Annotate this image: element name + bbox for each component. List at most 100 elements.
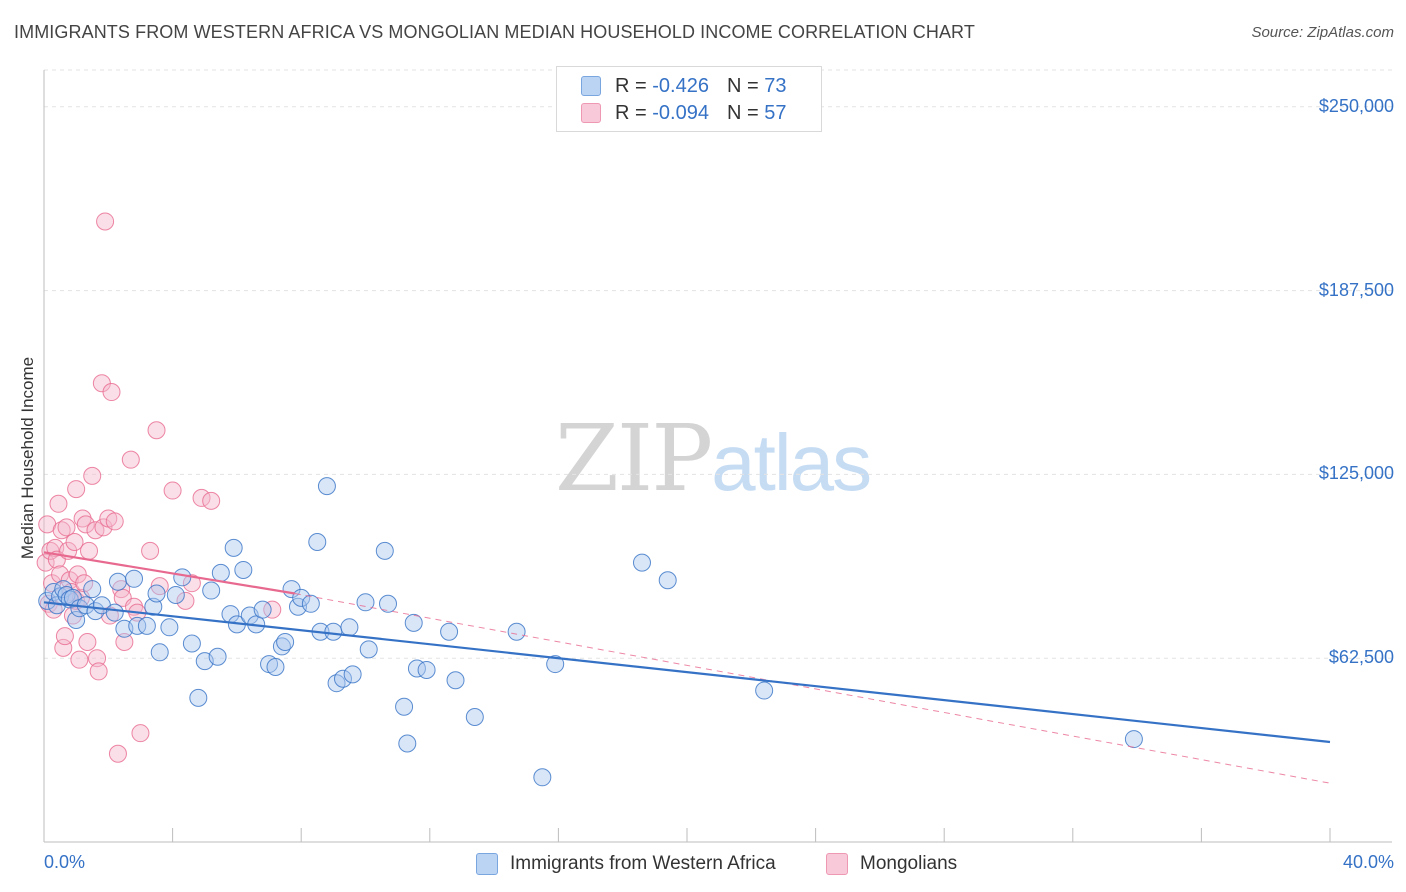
data-point-mongolians <box>121 450 140 469</box>
data-point-western-africa <box>108 572 127 591</box>
data-point-western-africa <box>359 640 378 659</box>
y-tick-label: $250,000 <box>1318 95 1394 116</box>
data-point-mongolians <box>202 491 221 510</box>
data-point-western-africa <box>137 616 156 635</box>
y-tick-label: $62,500 <box>1328 647 1394 668</box>
data-point-mongolians <box>147 421 166 440</box>
data-point-western-africa <box>189 688 208 707</box>
data-point-western-africa <box>417 660 436 679</box>
data-point-western-africa <box>276 633 295 652</box>
data-point-western-africa <box>83 580 102 599</box>
data-point-western-africa <box>375 541 394 560</box>
trend-lines <box>43 551 1331 784</box>
data-point-western-africa <box>125 569 144 588</box>
data-point-mongolians <box>51 565 70 584</box>
data-point-western-africa <box>301 594 320 613</box>
legend-r-value: -0.426 <box>652 74 709 97</box>
legend-row-western-africa: R = -0.426 N = 73 <box>581 74 786 98</box>
data-point-western-africa <box>266 658 285 677</box>
legend-n-value: 57 <box>764 101 787 124</box>
data-point-western-africa <box>208 647 227 666</box>
data-point-western-africa <box>166 585 185 604</box>
y-axis-label: Median Household Income <box>18 356 37 560</box>
trend-line-mongolians <box>43 551 295 595</box>
data-point-mongolians <box>89 662 108 681</box>
bottom-legend-swatch-pink <box>826 853 848 875</box>
data-point-western-africa <box>150 643 169 662</box>
data-point-mongolians <box>57 518 76 537</box>
legend-n-label: N = <box>726 74 759 97</box>
data-point-western-africa <box>67 610 86 629</box>
data-point-mongolians <box>102 383 121 402</box>
data-point-western-africa <box>440 622 459 641</box>
bottom-legend-mongolians[interactable]: Mongolians <box>826 852 957 876</box>
bottom-legend-western-africa[interactable]: Immigrants from Western Africa <box>476 852 776 876</box>
trend-line-western-africa <box>43 601 1331 744</box>
data-point-western-africa <box>253 600 272 619</box>
data-point-western-africa <box>147 584 166 603</box>
data-point-western-africa <box>356 593 375 612</box>
trend-line-mongolians-dashed <box>294 592 1331 784</box>
data-point-western-africa <box>755 681 774 700</box>
data-point-mongolians <box>49 494 68 513</box>
data-point-western-africa <box>465 708 484 727</box>
watermark-zip: ZIP <box>555 405 713 512</box>
data-point-western-africa <box>105 603 124 622</box>
data-point-western-africa <box>533 768 552 787</box>
data-point-western-africa <box>317 477 336 496</box>
data-point-western-africa <box>160 618 179 637</box>
bottom-legend-label: Immigrants from Western Africa <box>510 853 776 874</box>
correlation-legend: R = -0.426 N = 73 R = -0.094 N = 57 <box>556 66 822 132</box>
legend-n-value: 73 <box>764 74 787 97</box>
legend-n-label: N = <box>726 101 759 124</box>
data-point-mongolians <box>176 591 195 610</box>
data-point-western-africa <box>173 568 192 587</box>
data-point-western-africa <box>546 655 565 674</box>
data-point-western-africa <box>224 538 243 557</box>
watermark-atlas: atlas <box>711 418 872 507</box>
data-point-western-africa <box>658 571 677 590</box>
data-point-mongolians <box>88 649 107 668</box>
data-point-western-africa <box>632 553 651 572</box>
data-point-mongolians <box>78 633 97 652</box>
x-tick-label-max: 40.0% <box>1342 852 1394 872</box>
data-point-mongolians <box>131 724 150 743</box>
data-point-western-africa <box>234 560 253 579</box>
data-point-western-africa <box>128 616 147 635</box>
data-point-mongolians <box>263 600 282 619</box>
data-point-western-africa <box>1124 730 1143 749</box>
data-point-western-africa <box>446 671 465 690</box>
data-point-western-africa <box>379 594 398 613</box>
legend-r-label: R = <box>615 74 647 97</box>
legend-row-mongolians: R = -0.094 N = 57 <box>581 101 786 125</box>
data-point-mongolians <box>73 509 92 528</box>
data-point-mongolians <box>94 518 113 537</box>
data-point-western-africa <box>211 563 230 582</box>
legend-swatch-blue <box>581 76 601 96</box>
data-point-western-africa <box>343 665 362 684</box>
data-point-western-africa <box>333 669 352 688</box>
data-point-mongolians <box>80 541 99 560</box>
data-point-mongolians <box>105 512 124 531</box>
data-point-western-africa <box>398 734 417 753</box>
source-label: Source: ZipAtlas.com <box>1251 24 1394 41</box>
axes <box>43 70 1392 843</box>
data-point-mongolians <box>68 565 87 584</box>
data-point-western-africa <box>202 581 221 600</box>
legend-r-label: R = <box>615 101 647 124</box>
data-point-mongolians <box>52 521 71 540</box>
data-point-mongolians <box>70 650 89 669</box>
data-point-mongolians <box>65 533 84 552</box>
data-point-western-africa <box>507 622 526 641</box>
watermark: ZIPatlas <box>555 405 872 512</box>
chart-title: IMMIGRANTS FROM WESTERN AFRICA VS MONGOL… <box>14 22 975 42</box>
data-point-western-africa <box>407 659 426 678</box>
data-point-western-africa <box>182 634 201 653</box>
data-point-mongolians <box>54 638 73 657</box>
bottom-legend-swatch-blue <box>476 853 498 875</box>
data-point-mongolians <box>36 553 55 572</box>
data-point-western-africa <box>340 618 359 637</box>
data-point-mongolians <box>83 466 102 485</box>
data-point-western-africa <box>404 613 423 632</box>
